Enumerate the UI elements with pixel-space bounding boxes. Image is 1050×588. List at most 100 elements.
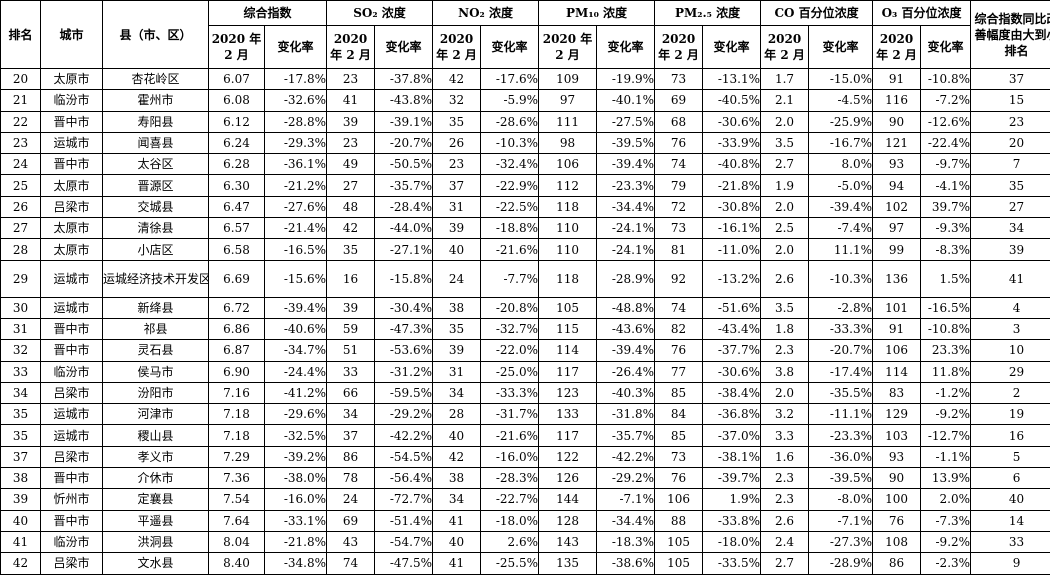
subheader-no2-change-rate: 变化率 xyxy=(480,25,540,69)
cell-city: 太原市 xyxy=(40,174,103,197)
cell-o3: 93 xyxy=(872,445,922,469)
cell-pm25: 105 xyxy=(654,530,704,554)
cell-no2-change: -33.3% xyxy=(480,381,540,405)
cell-pm25: 72 xyxy=(654,195,704,219)
cell-city: 晋中市 xyxy=(40,509,103,532)
cell-rank: 29 xyxy=(0,259,41,298)
cell-city: 临汾市 xyxy=(40,89,103,112)
cell-pm10-change: -35.7% xyxy=(596,424,656,447)
cell-co: 2.6 xyxy=(760,509,810,532)
cell-co: 3.8 xyxy=(760,360,810,383)
cell-pm10: 111 xyxy=(538,110,598,133)
header-improvement-rank: 综合指数同比改善幅度由大到小排名 xyxy=(970,0,1050,69)
cell-co: 1.9 xyxy=(760,174,810,197)
cell-pm25: 73 xyxy=(654,445,704,469)
cell-so2: 48 xyxy=(326,195,376,219)
cell-o3: 121 xyxy=(872,131,922,155)
cell-pm25-change: -18.0% xyxy=(702,530,762,554)
cell-pm10: 117 xyxy=(538,360,598,383)
cell-pm25-change: -33.5% xyxy=(702,552,762,575)
cell-so2-change: -54.5% xyxy=(374,445,434,469)
cell-o3: 106 xyxy=(872,339,922,362)
cell-no2: 26 xyxy=(432,131,482,155)
cell-rank: 26 xyxy=(0,195,41,219)
cell-co: 3.3 xyxy=(760,424,810,447)
cell-pm25: 85 xyxy=(654,381,704,405)
cell-pm10: 126 xyxy=(538,467,598,490)
cell-county: 杏花岭区 xyxy=(102,67,209,91)
cell-no2: 38 xyxy=(432,296,482,319)
cell-pm10: 110 xyxy=(538,217,598,240)
cell-composite-change: -16.5% xyxy=(263,238,328,261)
cell-city: 太原市 xyxy=(40,217,103,240)
cell-pm10: 97 xyxy=(538,89,598,112)
cell-co-change: -36.0% xyxy=(808,445,874,469)
subheader-so2-feb-2020: 2020 年 2 月 xyxy=(326,25,376,69)
cell-o3-change: 11.8% xyxy=(920,360,972,383)
cell-composite-index: 6.72 xyxy=(208,296,265,319)
cell-pm10: 122 xyxy=(538,445,598,469)
cell-improvement-rank: 35 xyxy=(970,174,1050,197)
cell-pm10-change: -39.4% xyxy=(596,339,656,362)
cell-o3: 90 xyxy=(872,110,922,133)
cell-composite-change: -34.7% xyxy=(263,339,328,362)
cell-co: 2.6 xyxy=(760,259,810,298)
cell-o3-change: -8.3% xyxy=(920,238,972,261)
subheader-composite-change-rate: 变化率 xyxy=(263,25,328,69)
cell-no2: 24 xyxy=(432,259,482,298)
cell-city: 运城市 xyxy=(40,296,103,319)
cell-pm10-change: -38.6% xyxy=(596,552,656,575)
cell-pm25-change: -30.8% xyxy=(702,195,762,219)
cell-improvement-rank: 7 xyxy=(970,153,1050,176)
cell-improvement-rank: 4 xyxy=(970,296,1050,319)
cell-pm10-change: -34.4% xyxy=(596,195,656,219)
table-row: 25 太原市 晋源区 6.30 -21.2% 27 -35.7% 37 -22.9% 112 -23… xyxy=(0,174,1050,197)
header-o3: O₃ 百分位浓度 xyxy=(872,0,972,26)
table-row: 34 吕梁市 汾阳市 7.16 -41.2% 66 -59.5% 34 -33.3% 123 -40… xyxy=(0,381,1050,405)
cell-city: 吕梁市 xyxy=(40,381,103,405)
cell-improvement-rank: 34 xyxy=(970,217,1050,240)
cell-pm10-change: -27.5% xyxy=(596,110,656,133)
cell-so2: 23 xyxy=(326,131,376,155)
cell-improvement-rank: 16 xyxy=(970,424,1050,447)
cell-composite-change: -38.0% xyxy=(263,467,328,490)
cell-no2: 39 xyxy=(432,217,482,240)
cell-pm25-change: 1.9% xyxy=(702,488,762,511)
cell-county: 孝义市 xyxy=(102,445,209,469)
cell-no2: 35 xyxy=(432,110,482,133)
cell-so2: 41 xyxy=(326,89,376,112)
header-no2: NO₂ 浓度 xyxy=(432,0,540,26)
cell-so2-change: -59.5% xyxy=(374,381,434,405)
cell-co-change: -4.5% xyxy=(808,89,874,112)
cell-pm25: 74 xyxy=(654,153,704,176)
cell-no2-change: -25.0% xyxy=(480,360,540,383)
cell-o3: 97 xyxy=(872,217,922,240)
cell-no2-change: -32.7% xyxy=(480,317,540,341)
cell-pm10: 118 xyxy=(538,195,598,219)
cell-so2-change: -27.1% xyxy=(374,238,434,261)
table-row: 28 太原市 小店区 6.58 -16.5% 35 -27.1% 40 -21.6% 110 -24… xyxy=(0,238,1050,261)
cell-so2: 39 xyxy=(326,110,376,133)
cell-no2-change: -22.7% xyxy=(480,488,540,511)
table-row: 26 吕梁市 交城县 6.47 -27.6% 48 -28.4% 31 -22.5% 118 -34… xyxy=(0,195,1050,219)
cell-pm10: 143 xyxy=(538,530,598,554)
cell-pm25: 106 xyxy=(654,488,704,511)
cell-composite-index: 7.18 xyxy=(208,424,265,447)
cell-so2: 86 xyxy=(326,445,376,469)
cell-pm25: 76 xyxy=(654,467,704,490)
cell-so2-change: -39.1% xyxy=(374,110,434,133)
cell-co: 2.0 xyxy=(760,195,810,219)
cell-improvement-rank: 10 xyxy=(970,339,1050,362)
cell-no2-change: -17.6% xyxy=(480,67,540,91)
cell-rank: 42 xyxy=(0,552,41,575)
cell-composite-index: 6.57 xyxy=(208,217,265,240)
cell-pm25-change: -33.8% xyxy=(702,509,762,532)
header-pm10: PM₁₀ 浓度 xyxy=(538,0,656,26)
cell-so2-change: -31.2% xyxy=(374,360,434,383)
cell-county: 汾阳市 xyxy=(102,381,209,405)
cell-no2-change: -18.0% xyxy=(480,509,540,532)
cell-composite-index: 6.47 xyxy=(208,195,265,219)
cell-co: 2.1 xyxy=(760,89,810,112)
cell-composite-index: 8.40 xyxy=(208,552,265,575)
